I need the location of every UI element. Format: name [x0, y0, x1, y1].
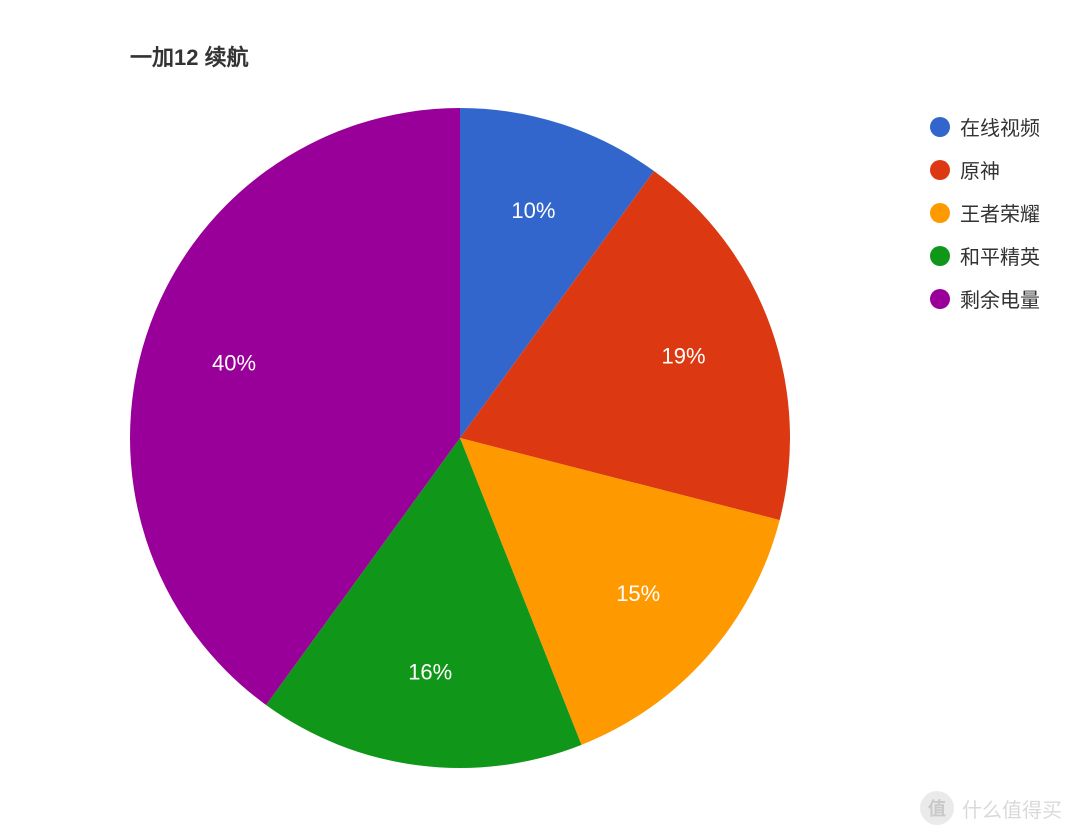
legend-swatch-icon	[930, 246, 950, 266]
watermark-badge-icon: 值	[920, 791, 954, 825]
watermark: 值 什么值得买	[920, 791, 1062, 825]
legend-swatch-icon	[930, 117, 950, 137]
legend-item-online_video: 在线视频	[930, 112, 1040, 141]
legend-label: 原神	[960, 155, 1000, 184]
pie-label-pubg: 16%	[408, 660, 452, 685]
legend-label: 剩余电量	[960, 284, 1040, 313]
legend-label: 在线视频	[960, 112, 1040, 141]
pie-label-remaining: 40%	[212, 350, 256, 375]
legend-item-remaining: 剩余电量	[930, 284, 1040, 313]
pie-chart: 10% 19% 15% 16% 40%	[130, 108, 790, 768]
legend-swatch-icon	[930, 160, 950, 180]
legend: 在线视频原神王者荣耀和平精英剩余电量	[930, 112, 1040, 313]
legend-label: 和平精英	[960, 241, 1040, 270]
pie-label-genshin: 19%	[662, 343, 706, 368]
legend-swatch-icon	[930, 289, 950, 309]
pie-svg: 10% 19% 15% 16% 40%	[130, 108, 790, 768]
pie-label-online_video: 10%	[511, 198, 555, 223]
chart-title: 一加12 续航	[130, 40, 249, 72]
watermark-text: 什么值得买	[962, 794, 1062, 823]
legend-item-hok: 王者荣耀	[930, 198, 1040, 227]
legend-item-pubg: 和平精英	[930, 241, 1040, 270]
legend-swatch-icon	[930, 203, 950, 223]
pie-label-hok: 15%	[616, 581, 660, 606]
legend-label: 王者荣耀	[960, 198, 1040, 227]
legend-item-genshin: 原神	[930, 155, 1040, 184]
